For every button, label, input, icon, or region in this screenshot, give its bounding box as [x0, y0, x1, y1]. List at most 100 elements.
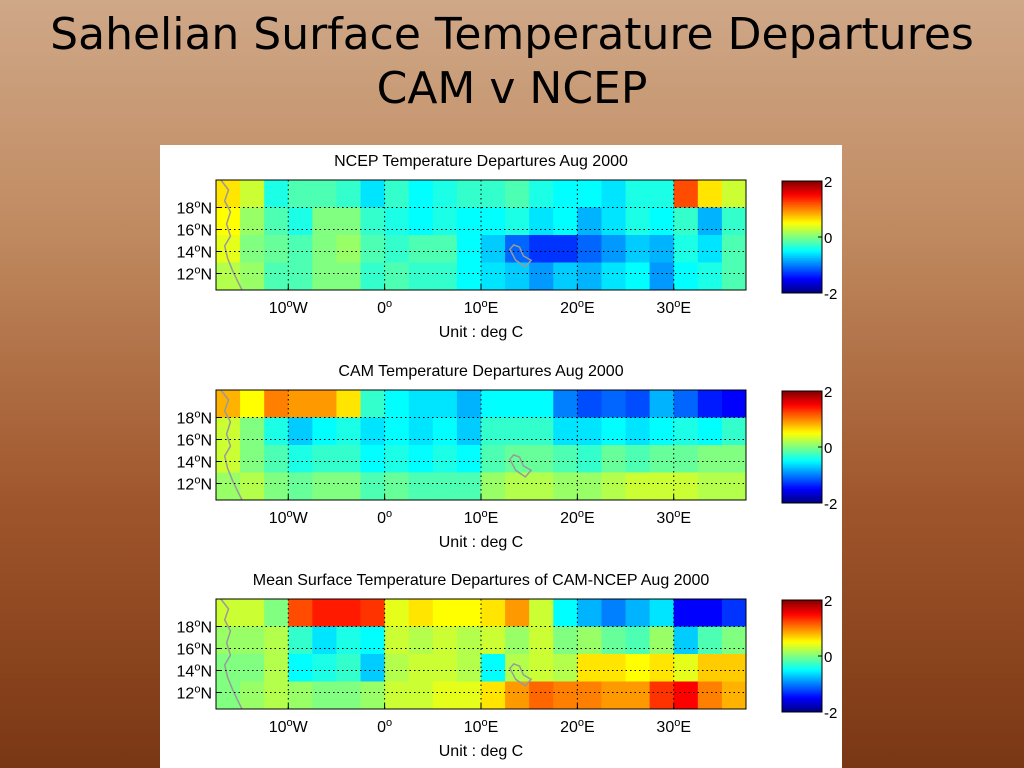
panel2-cell: [649, 390, 675, 418]
panel3-cell: [240, 626, 265, 655]
panel3-colorbar-swatch: [782, 621, 822, 624]
panel1-cell: [625, 235, 651, 263]
panel3-colorbar-label: 2: [824, 593, 832, 610]
panel2-xtick-label: 30oE: [656, 508, 691, 527]
panel2-cell: [408, 417, 434, 446]
heatmap-figure: NCEP Temperature Departures Aug 2000 10oW…: [177, 153, 838, 760]
panel3-cell: [649, 599, 675, 627]
panel2-colorbar-swatch: [782, 490, 822, 493]
panel2-cell: [505, 417, 530, 446]
panel3-colorbar-swatch: [782, 671, 822, 674]
panel3-cell: [408, 654, 434, 682]
panel1-cell: [432, 235, 458, 263]
panel3-colorbar-swatch: [782, 633, 822, 636]
panel1-cell: [408, 207, 434, 236]
panel2-cell: [601, 417, 626, 446]
panel2-colorbar-swatch: [782, 454, 822, 457]
panel1-colorbar-swatch: [782, 244, 822, 247]
panel2-colorbar-swatch: [782, 403, 822, 406]
panel2-cell: [649, 417, 675, 446]
panel1-colorbar-swatch: [782, 268, 822, 271]
panel3-cell: [553, 626, 578, 655]
panel3-colorbar-swatch: [782, 680, 822, 683]
panel1-cell: [625, 180, 651, 208]
panel1-xtick-label: 30oE: [656, 298, 691, 317]
panel1-cell: [601, 180, 626, 208]
panel3-cell: [601, 599, 626, 627]
panel3-cell: [360, 626, 386, 655]
panel1-colorbar-swatch: [782, 189, 822, 192]
panel1-cell: [553, 207, 578, 236]
panel3-cell: [481, 599, 506, 627]
panel1-ytick-label: 16oN: [177, 221, 212, 240]
panel1-colorbar-label: 2: [824, 174, 832, 191]
panel1-cell: [505, 207, 530, 236]
panel3-cell: [432, 626, 458, 655]
panel3-xtick-label: 0o: [377, 717, 392, 736]
panel1-cell: [408, 180, 434, 208]
panel2-colorbar-swatch: [782, 412, 822, 415]
panel3-cell: [649, 654, 675, 682]
panel3-cell: [456, 626, 482, 655]
panel3-lake-outline: [509, 663, 533, 687]
panel3-colorbar-swatch: [782, 696, 822, 699]
panel3-colorbar-swatch: [782, 605, 822, 608]
panel2-colorbar-swatch: [782, 417, 822, 420]
panel1-colorbar-swatch: [782, 181, 822, 184]
panel2-cell: [432, 390, 458, 418]
panel1-colorbar-swatch: [782, 252, 822, 255]
panel1-colorbar-swatch: [782, 230, 822, 233]
panel2-cell: [505, 445, 530, 473]
panel1-colorbar-swatch: [782, 210, 822, 213]
panel2-colorbar-swatch: [782, 487, 822, 490]
panel3-colorbar-swatch: [782, 645, 822, 648]
panel3-cell: [529, 626, 554, 655]
panel3-colorbar-swatch: [782, 649, 822, 652]
panel1-colorbar-swatch: [782, 209, 822, 212]
panel1-cell: [312, 262, 337, 291]
panel1-cell: [577, 207, 602, 236]
panel2-cell: [408, 390, 434, 418]
panel3-colorbar-swatch: [782, 694, 822, 697]
panel3-cell: [505, 599, 530, 627]
panel2-colorbar-swatch: [782, 415, 822, 418]
panel3-cell: [697, 681, 723, 710]
panel2-colorbar-swatch: [782, 399, 822, 402]
panel3-cell: [408, 626, 434, 655]
panel2-colorbar-swatch: [782, 455, 822, 458]
panel2-cell: [240, 445, 265, 473]
panel2-cell: [673, 472, 699, 501]
panel3-cell: [240, 599, 265, 627]
panel1-colorbar-swatch: [782, 221, 822, 224]
panel2-colorbar-swatch: [782, 478, 822, 481]
panel1-cell: [697, 262, 723, 291]
panel2-colorbar-swatch: [782, 394, 822, 397]
panel1-cell: [577, 235, 602, 263]
panel2-cell: [360, 472, 386, 501]
panel3-colorbar-swatch: [782, 642, 822, 645]
panel3-cell: [312, 681, 337, 710]
slide-title-line-1: Sahelian Surface Temperature Departures: [50, 9, 974, 60]
panel2-colorbar-label: -2: [824, 496, 837, 513]
panel3-cell: [697, 599, 723, 627]
panel3-cell: [649, 626, 675, 655]
panel1-colorbar-swatch: [782, 186, 822, 189]
panel1-ytick-label: 12oN: [177, 265, 212, 284]
panel1-cell: [264, 180, 289, 208]
panel1-colorbar-swatch: [782, 224, 822, 227]
panel3-colorbar-swatch: [782, 663, 822, 666]
panel1-cell: [505, 180, 530, 208]
panel2-cell: [408, 472, 434, 501]
panel3-colorbar-swatch: [782, 703, 822, 706]
panel2-colorbar-swatch: [782, 466, 822, 469]
panel3-colorbar-swatch: [782, 614, 822, 617]
panel1-cell: [601, 235, 626, 263]
panel1-cell: [432, 207, 458, 236]
panel2-cell: [432, 472, 458, 501]
panel1-colorbar-swatch: [782, 233, 822, 236]
panel2-cell: [625, 417, 651, 446]
panel1-colorbar-swatch: [782, 266, 822, 269]
panel2-colorbar-swatch: [782, 499, 822, 502]
panel1-colorbar-swatch: [782, 219, 822, 222]
panel2-colorbar-swatch: [782, 424, 822, 427]
